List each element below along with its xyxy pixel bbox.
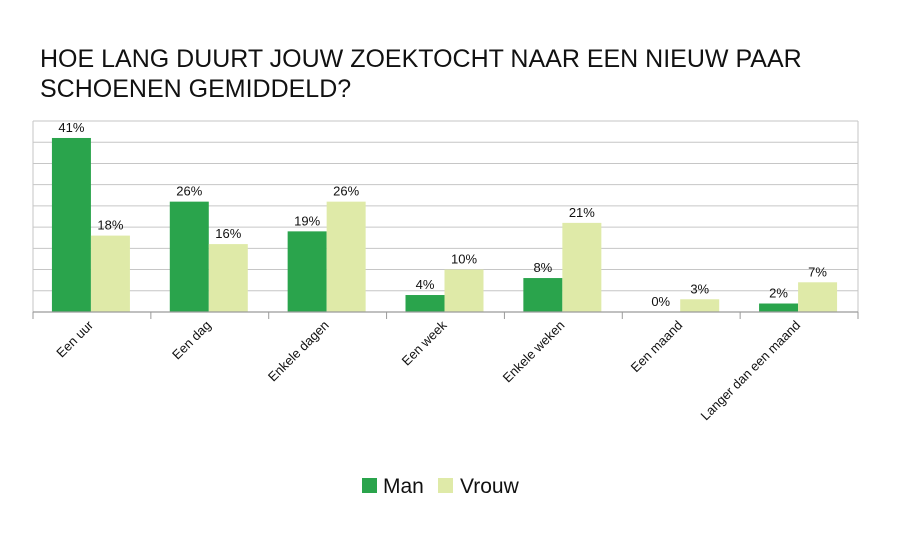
- data-label-vrouw-2: 16%: [215, 226, 241, 241]
- x-tick-labels: Een uur Een dag Enkele dagen Een week Enkele…: [53, 317, 803, 423]
- bar-vrouw-1: [90, 235, 130, 312]
- x-tick-label-6: Een maand: [628, 318, 686, 376]
- x-tick-label-5: Enkele weken: [500, 318, 568, 386]
- bar-man-3: [287, 231, 327, 312]
- bar-vrouw-7: [798, 282, 838, 312]
- data-label-man-4: 4%: [416, 277, 435, 292]
- data-label-man-6: 0%: [651, 294, 670, 309]
- x-tick-label-2: Een dag: [169, 318, 214, 363]
- legend-swatch-man: [362, 478, 377, 493]
- bar-man-7: [759, 303, 799, 312]
- data-label-vrouw-5: 21%: [569, 205, 595, 220]
- data-label-man-3: 19%: [294, 213, 320, 228]
- data-label-man-2: 26%: [176, 184, 202, 199]
- data-label-vrouw-7: 7%: [808, 264, 827, 279]
- data-label-man-7: 2%: [769, 286, 788, 301]
- data-labels: 41% 26% 19% 4% 8% 0% 2% 18% 16% 26% 10% 21% 3% 7%: [58, 120, 827, 309]
- legend: Man Vrouw: [362, 475, 520, 498]
- x-tick-label-7: Langer dan een maand: [698, 318, 804, 424]
- x-axis: [32, 311, 859, 319]
- bar-vrouw-2: [208, 244, 248, 312]
- x-tick-label-1: Een uur: [53, 317, 96, 360]
- bar-vrouw-4: [444, 269, 484, 312]
- legend-label-vrouw: Vrouw: [460, 475, 520, 498]
- data-label-vrouw-1: 18%: [97, 218, 123, 233]
- bar-vrouw-6: [680, 299, 720, 312]
- x-tick-label-4: Een week: [399, 317, 450, 368]
- bar-man-2: [169, 201, 209, 312]
- data-label-vrouw-6: 3%: [690, 281, 709, 296]
- bar-vrouw-3: [326, 201, 366, 312]
- data-label-man-1: 41%: [58, 120, 84, 135]
- x-tick-label-3: Enkele dagen: [265, 318, 332, 385]
- bar-vrouw-5: [562, 222, 602, 312]
- bars: [51, 137, 838, 312]
- chart-title: HOE LANG DUURT JOUW ZOEKTOCHT NAAR EEN N…: [40, 45, 802, 103]
- data-label-man-5: 8%: [533, 260, 552, 275]
- bar-man-4: [405, 295, 445, 312]
- bar-man-1: [51, 137, 91, 312]
- legend-swatch-vrouw: [438, 478, 453, 493]
- legend-label-man: Man: [383, 475, 424, 498]
- data-label-vrouw-4: 10%: [451, 252, 477, 267]
- bar-man-5: [523, 278, 563, 312]
- data-label-vrouw-3: 26%: [333, 184, 359, 199]
